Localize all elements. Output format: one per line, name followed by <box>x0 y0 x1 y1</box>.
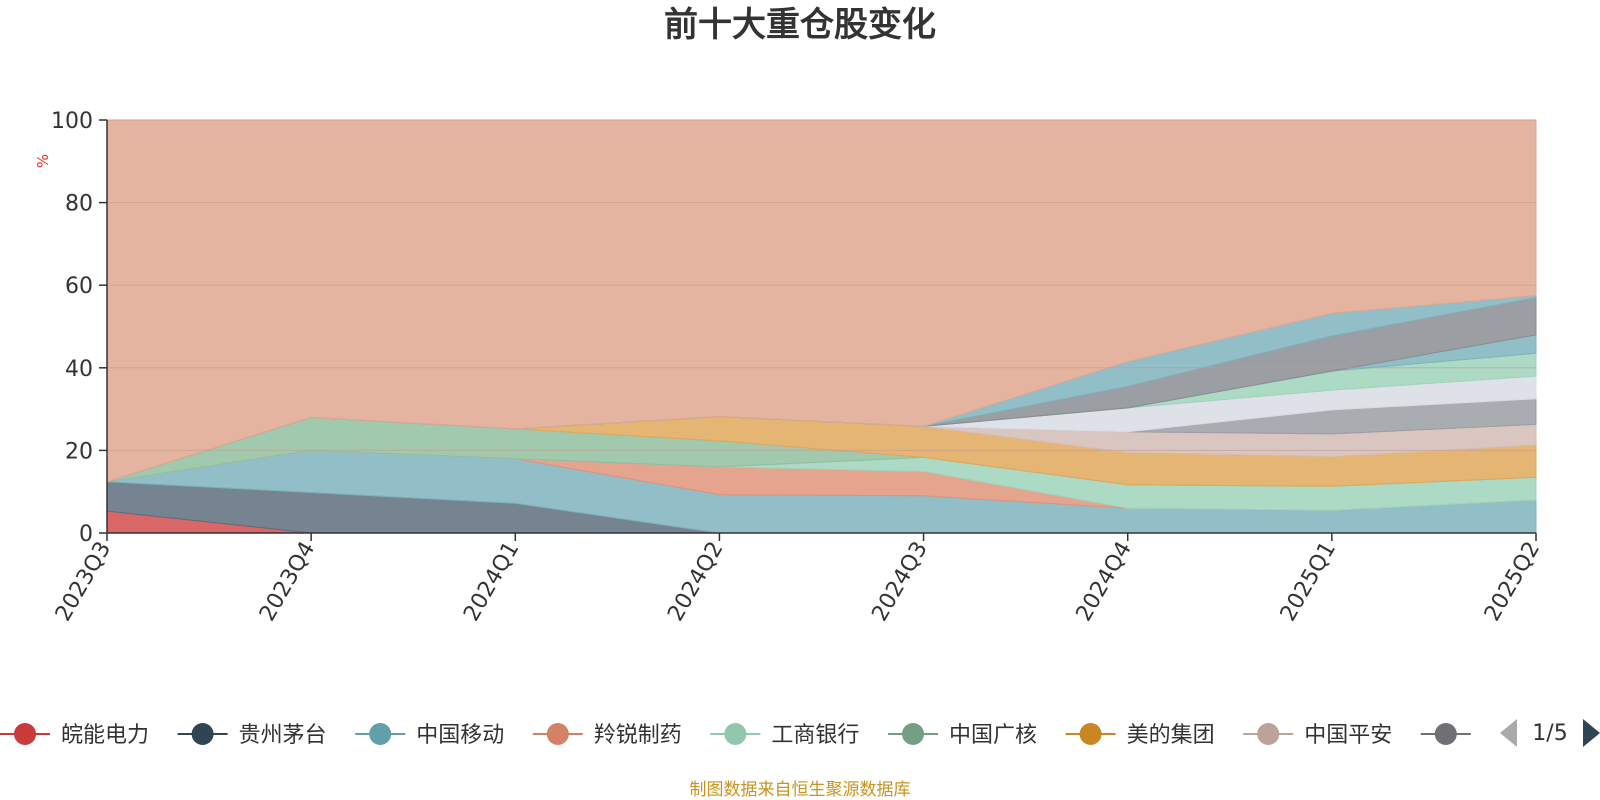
gridlines <box>107 119 1536 451</box>
legend-marker-4 <box>724 723 747 745</box>
legend-item-1[interactable]: 贵州茅台 <box>177 723 327 748</box>
y-tick-label-2: 40 <box>65 357 93 382</box>
legend-marker-3 <box>546 723 569 745</box>
y-tick-label-3: 60 <box>65 274 93 299</box>
legend-item-5[interactable]: 中国广核 <box>888 723 1037 748</box>
x-tick-label-6: 2025Q1 <box>1276 538 1341 626</box>
legend-label-4: 工商银行 <box>771 723 859 748</box>
y-tick-label-0: 0 <box>79 522 93 547</box>
legend-marker-8 <box>1434 723 1457 745</box>
legend-marker-5 <box>902 723 924 745</box>
legend-page-indicator: 1/5 <box>1532 721 1567 746</box>
legend-marker-7 <box>1257 723 1280 745</box>
x-tick-label-2: 2024Q1 <box>459 538 524 626</box>
legend-label-5: 中国广核 <box>949 723 1037 748</box>
legend-marker-1 <box>191 723 214 745</box>
legend-label-0: 皖能电力 <box>61 723 149 748</box>
x-tick-label-0: 2023Q3 <box>51 538 116 626</box>
legend-item-8[interactable] <box>1420 723 1471 745</box>
data-source-footer: 制图数据来自恒生聚源数据库 <box>690 780 911 800</box>
x-tick-label-3: 2024Q2 <box>663 538 728 626</box>
legend-label-6: 美的集团 <box>1127 723 1215 748</box>
legend-item-6[interactable]: 美的集团 <box>1065 723 1215 748</box>
y-tick-label-1: 20 <box>65 439 93 464</box>
legend-marker-6 <box>1079 723 1102 745</box>
legend-item-0[interactable]: 皖能电力 <box>0 723 149 748</box>
legend-label-2: 中国移动 <box>416 723 504 748</box>
x-tick-label-1: 2023Q4 <box>255 538 320 626</box>
legend-marker-0 <box>14 723 36 745</box>
y-axis-unit: % <box>34 154 52 168</box>
series-areas <box>106 119 1537 534</box>
legend-next-icon[interactable] <box>1583 719 1600 747</box>
legend-marker-2 <box>369 723 392 745</box>
legend-item-7[interactable]: 中国平安 <box>1243 723 1392 748</box>
x-tick-label-7: 2025Q2 <box>1480 538 1545 626</box>
legend-prev-icon[interactable] <box>1500 719 1517 747</box>
legend-label-3: 羚锐制药 <box>594 723 682 748</box>
legend: 皖能电力 贵州茅台 中国移动 羚锐制药 工商银行 中国广核 美的集团 中国平安 <box>0 723 1471 748</box>
x-axis-ticks: 2023Q3 2023Q4 2024Q1 2024Q2 2024Q3 2024Q4 2025… <box>51 533 1545 626</box>
legend-item-4[interactable]: 工商银行 <box>710 723 859 748</box>
legend-label-7: 中国平安 <box>1304 723 1392 748</box>
legend-item-2[interactable]: 中国移动 <box>355 723 504 748</box>
x-tick-label-5: 2024Q4 <box>1072 538 1137 626</box>
axes <box>106 120 1536 534</box>
legend-items: 皖能电力 贵州茅台 中国移动 羚锐制药 工商银行 中国广核 美的集团 中国平安 <box>0 723 1471 748</box>
x-tick-label-4: 2024Q3 <box>867 538 932 626</box>
y-axis-ticks: 0 20 40 60 80 100 <box>51 109 107 547</box>
chart-title: 前十大重仓股变化 <box>664 5 936 45</box>
legend-label-1: 贵州茅台 <box>239 723 327 748</box>
y-tick-label-5: 100 <box>51 109 93 134</box>
y-tick-label-4: 80 <box>65 192 93 217</box>
legend-item-3[interactable]: 羚锐制药 <box>532 723 682 748</box>
legend-pager: 1/5 <box>1500 719 1600 747</box>
